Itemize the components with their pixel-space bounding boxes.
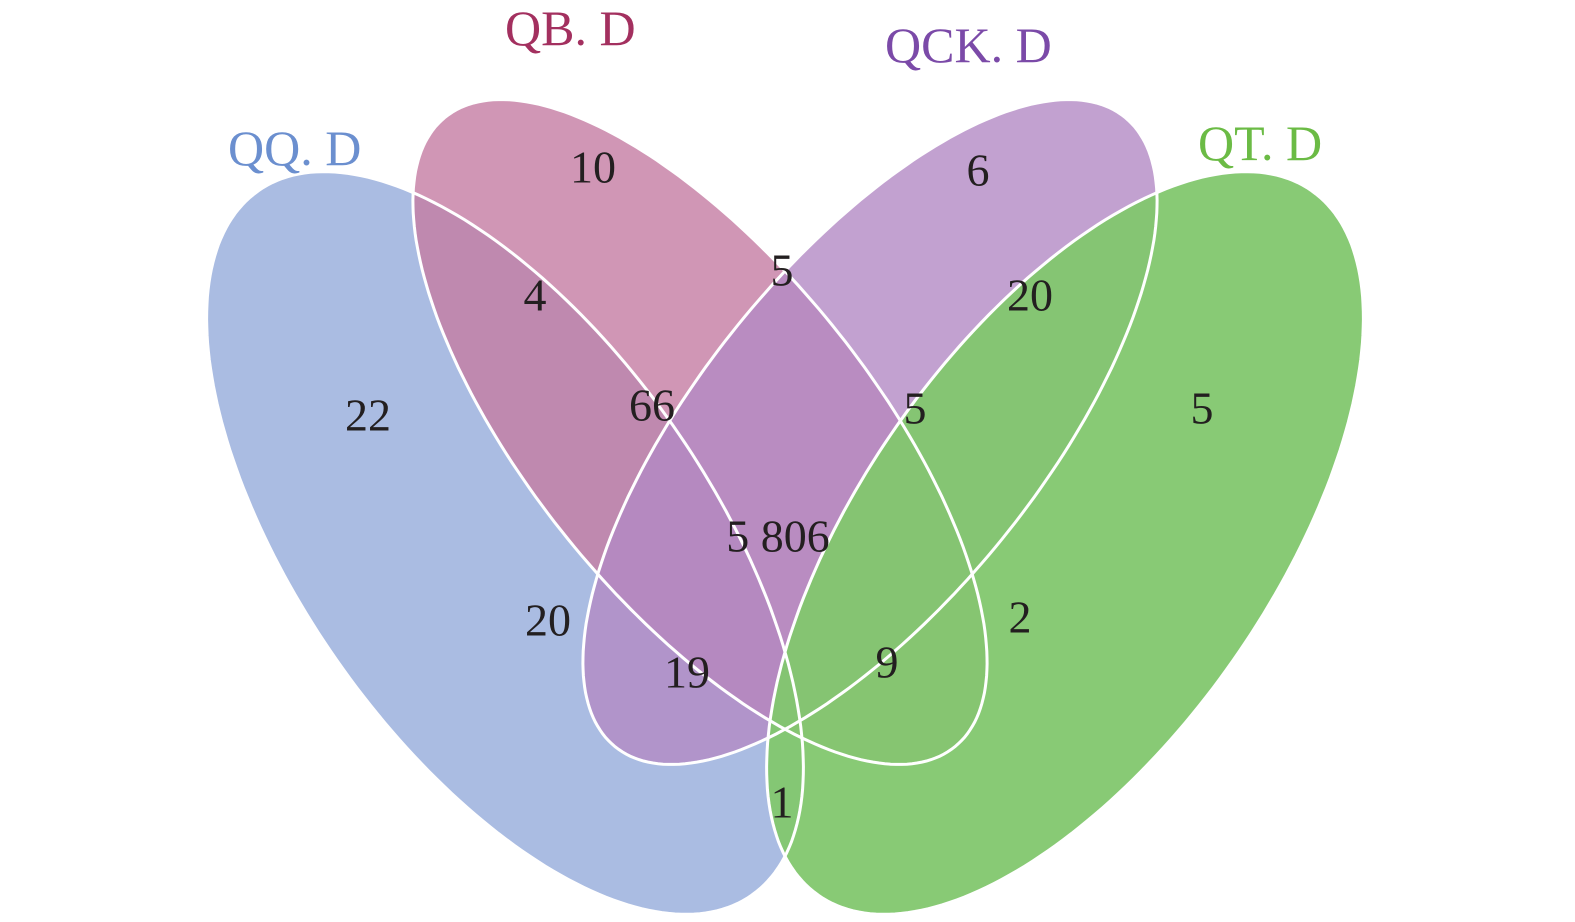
region-count: 9 xyxy=(876,637,899,688)
set-label-qck: QCK. D xyxy=(885,17,1052,73)
set-label-qb: QB. D xyxy=(505,0,636,56)
region-count: 5 xyxy=(904,383,927,434)
region-count: 5 xyxy=(1191,383,1214,434)
region-count: 20 xyxy=(525,595,571,646)
ellipse-qt-outline xyxy=(765,170,1365,916)
region-count: 20 xyxy=(1007,270,1053,321)
region-count: 4 xyxy=(524,270,547,321)
ellipse-qck xyxy=(582,99,1158,765)
ellipse-qck-outline xyxy=(581,98,1159,766)
region-count: 10 xyxy=(570,142,616,193)
region-count: 2 xyxy=(1009,592,1032,643)
ellipse-qb-outline xyxy=(411,98,989,766)
region-count: 19 xyxy=(664,647,710,698)
region-count: 6 xyxy=(967,145,990,196)
region-count: 1 xyxy=(771,777,794,828)
set-label-qq: QQ. D xyxy=(228,120,361,176)
ellipse-qt xyxy=(766,171,1364,915)
region-count: 5 xyxy=(771,245,794,296)
region-count: 5 806 xyxy=(726,511,830,562)
region-count: 66 xyxy=(629,380,675,431)
set-label-qt: QT. D xyxy=(1198,115,1322,171)
ellipse-qq-outline xyxy=(205,170,805,916)
region-count: 22 xyxy=(345,390,391,441)
